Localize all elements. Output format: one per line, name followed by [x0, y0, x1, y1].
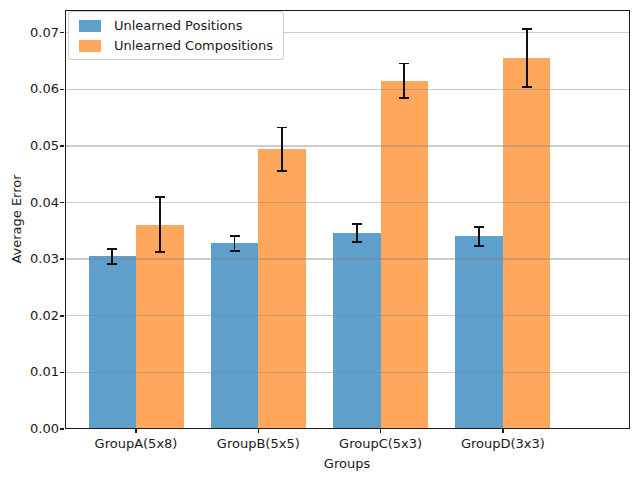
- bar-unlearned-compositions-groupb-5x5: [258, 149, 306, 429]
- error-bar-cap-bottom: [474, 245, 484, 247]
- legend: Unlearned Positions Unlearned Compositio…: [68, 11, 284, 60]
- legend-item-unlearned-positions: Unlearned Positions: [79, 18, 273, 33]
- error-bar-unlearned-compositions-groupa-5x8: [155, 196, 165, 253]
- y-gridline-0.05: [65, 145, 630, 146]
- legend-label-unlearned-compositions: Unlearned Compositions: [114, 38, 273, 53]
- x-axis-label: Groups: [297, 456, 397, 471]
- y-tick-label-0.03: 0.03: [20, 251, 59, 267]
- y-gridline-0.01: [65, 372, 630, 373]
- y-gridline-0.04: [65, 202, 630, 203]
- y-tick-mark-0.06: [60, 89, 64, 91]
- x-tick-mark-groupd-3x3: [502, 429, 504, 433]
- error-bar-cap-top: [474, 226, 484, 228]
- error-bar-unlearned-compositions-groupd-3x3: [522, 28, 532, 88]
- error-bar-stem: [403, 63, 405, 99]
- bar-chart: Average Error Groups Unlearned Positions…: [0, 0, 639, 479]
- y-tick-label-0.00: 0.00: [20, 421, 59, 437]
- error-bar-cap-bottom: [522, 86, 532, 88]
- y-tick-label-0.04: 0.04: [20, 195, 59, 211]
- y-gridline-0.03: [65, 258, 630, 259]
- bar-unlearned-compositions-groupd-3x3: [503, 58, 551, 429]
- x-tick-label-groupc-5x3: GroupC(5x3): [316, 436, 446, 452]
- x-tick-mark-groupc-5x3: [380, 429, 382, 433]
- y-tick-label-0.01: 0.01: [20, 364, 59, 380]
- y-tick-label-0.05: 0.05: [20, 138, 59, 154]
- x-tick-mark-groupb-5x5: [258, 429, 260, 433]
- y-tick-label-0.06: 0.06: [20, 81, 59, 97]
- error-bar-cap-top: [352, 223, 362, 225]
- error-bar-cap-top: [230, 235, 240, 237]
- legend-swatch-unlearned-positions: [79, 20, 101, 32]
- x-tick-label-groupb-5x5: GroupB(5x5): [193, 436, 323, 452]
- legend-label-unlearned-positions: Unlearned Positions: [114, 18, 242, 33]
- error-bar-unlearned-positions-groupc-5x3: [352, 223, 362, 243]
- error-bar-unlearned-positions-groupb-5x5: [230, 235, 240, 252]
- bar-unlearned-positions-groupa-5x8: [89, 256, 137, 429]
- y-tick-label-0.02: 0.02: [20, 308, 59, 324]
- y-tick-label-0.07: 0.07: [20, 25, 59, 41]
- error-bar-cap-top: [522, 28, 532, 30]
- bar-unlearned-positions-groupd-3x3: [455, 236, 503, 429]
- error-bar-stem: [159, 196, 161, 253]
- error-bar-stem: [478, 226, 480, 246]
- y-gridline-0.06: [65, 89, 630, 90]
- bar-unlearned-compositions-groupa-5x8: [136, 225, 184, 429]
- y-tick-mark-0.04: [60, 202, 64, 204]
- error-bar-unlearned-positions-groupd-3x3: [474, 226, 484, 246]
- legend-item-unlearned-compositions: Unlearned Compositions: [79, 38, 273, 53]
- y-gridline-0.02: [65, 315, 630, 316]
- error-bar-cap-top: [277, 127, 287, 129]
- y-tick-mark-0.03: [60, 258, 64, 260]
- bar-unlearned-positions-groupc-5x3: [333, 233, 381, 429]
- y-tick-mark-0.02: [60, 315, 64, 317]
- error-bar-cap-top: [155, 196, 165, 198]
- error-bar-unlearned-positions-groupa-5x8: [107, 248, 117, 265]
- y-tick-mark-0.00: [60, 428, 64, 430]
- error-bar-cap-bottom: [155, 251, 165, 253]
- y-tick-mark-0.01: [60, 372, 64, 374]
- x-tick-mark-groupa-5x8: [135, 429, 137, 433]
- error-bar-cap-top: [107, 248, 117, 250]
- legend-swatch-unlearned-compositions: [79, 40, 101, 52]
- error-bar-stem: [356, 223, 358, 243]
- error-bar-stem: [281, 127, 283, 172]
- y-tick-mark-0.05: [60, 145, 64, 147]
- error-bar-unlearned-compositions-groupb-5x5: [277, 127, 287, 172]
- x-tick-label-groupa-5x8: GroupA(5x8): [71, 436, 201, 452]
- error-bar-cap-top: [399, 63, 409, 65]
- y-tick-mark-0.07: [60, 32, 64, 34]
- error-bar-stem: [526, 28, 528, 88]
- x-tick-label-groupd-3x3: GroupD(3x3): [438, 436, 568, 452]
- error-bar-cap-bottom: [277, 170, 287, 172]
- error-bar-cap-bottom: [352, 241, 362, 243]
- error-bar-unlearned-compositions-groupc-5x3: [399, 63, 409, 99]
- bar-unlearned-positions-groupb-5x5: [211, 243, 259, 429]
- error-bar-cap-bottom: [230, 250, 240, 252]
- error-bar-cap-bottom: [107, 263, 117, 265]
- bar-unlearned-compositions-groupc-5x3: [381, 81, 429, 429]
- error-bar-cap-bottom: [399, 97, 409, 99]
